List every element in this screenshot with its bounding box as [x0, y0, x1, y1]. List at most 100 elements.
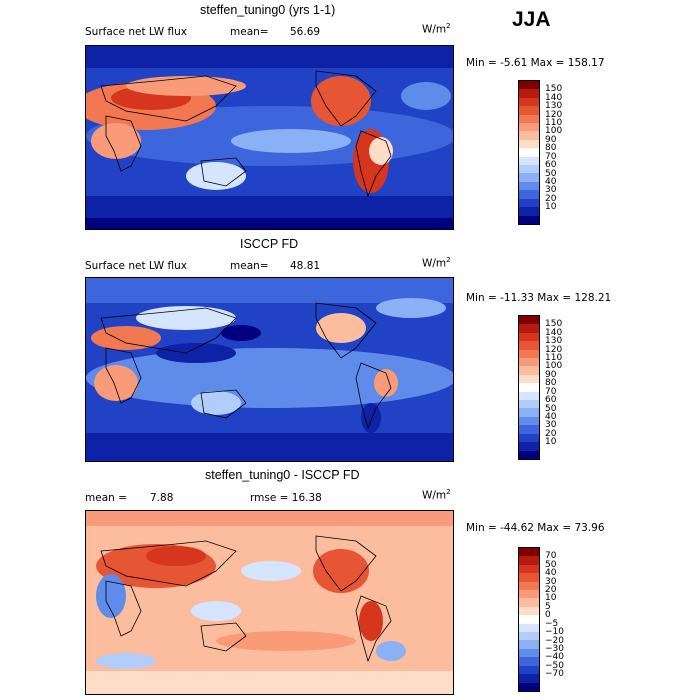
colorbar-swatch: [519, 623, 539, 633]
colorbar-swatch: [519, 165, 539, 174]
colorbar-swatch: [519, 106, 539, 115]
colorbar-swatch: [519, 425, 539, 434]
colorbar-swatch: [519, 358, 539, 367]
colorbar-tick-label: 150: [545, 319, 563, 330]
colorbar-tick-label: 120: [545, 109, 563, 120]
colorbar-swatch: [519, 581, 539, 591]
colorbar-swatch: [519, 156, 539, 166]
panel-3-rmse: rmse = 16.38: [250, 492, 322, 504]
colorbar-tick-label: 20: [545, 428, 557, 439]
colorbar-tick-label: 60: [545, 160, 557, 171]
colorbar-swatch: [519, 433, 539, 443]
colorbar-swatch: [519, 408, 539, 417]
colorbar-tick-label: 40: [545, 568, 557, 579]
colorbar-swatch: [519, 316, 539, 325]
colorbar-tick-label: 120: [545, 344, 563, 355]
panel-2-map: [85, 277, 454, 462]
colorbar-tick-label: 140: [545, 327, 563, 338]
colorbar-swatch: [519, 450, 539, 459]
colorbar-swatch: [519, 416, 539, 426]
panel-2-title: ISCCP FD: [240, 237, 299, 251]
colorbar-swatch: [519, 131, 539, 140]
colorbar-swatch: [519, 573, 539, 582]
colorbar-tick-label: −50: [545, 660, 564, 671]
colorbar-tick-label: 70: [545, 151, 557, 162]
season-label: JJA: [512, 8, 551, 31]
colorbar-swatch: [519, 640, 539, 649]
colorbar-swatch: [519, 682, 539, 691]
colorbar-tick-label: 0: [545, 610, 551, 621]
panel-1-minmax: Min = -5.61 Max = 158.17: [466, 57, 605, 69]
colorbar-swatch: [519, 173, 539, 182]
colorbar-swatch: [519, 374, 539, 384]
colorbar-swatch: [519, 97, 539, 107]
colorbar-tick-label: 80: [545, 378, 557, 389]
panel-1-map: [85, 45, 454, 230]
colorbar-tick-label: 150: [545, 84, 563, 95]
colorbar-tick-label: 70: [545, 551, 557, 562]
colorbar-swatch: [519, 366, 539, 375]
colorbar-swatch: [519, 598, 539, 607]
colorbar-tick-label: 10: [545, 437, 557, 448]
colorbar-tick-label: 50: [545, 559, 557, 570]
colorbar-tick-label: 110: [545, 118, 563, 129]
colorbar-tick-label: −10: [545, 627, 564, 638]
panel-2-mean-label: mean=: [230, 260, 269, 272]
colorbar-tick-label: 10: [545, 202, 557, 213]
colorbar-tick-label: 30: [545, 185, 557, 196]
colorbar-tick-label: 140: [545, 92, 563, 103]
colorbar-swatch: [519, 648, 539, 658]
colorbar-tick-label: 100: [545, 126, 563, 137]
colorbar-swatch: [519, 215, 539, 224]
colorbar-tick-label: 60: [545, 395, 557, 406]
colorbar-tick-label: −40: [545, 652, 564, 663]
panel-3-colorbar: [518, 547, 540, 692]
panel-2-minmax: Min = -11.33 Max = 128.21: [466, 292, 612, 304]
colorbar-tick-label: 10: [545, 593, 557, 604]
colorbar-swatch: [519, 341, 539, 350]
colorbar-swatch: [519, 332, 539, 342]
colorbar-swatch: [519, 207, 539, 216]
colorbar-swatch: [519, 324, 539, 333]
colorbar-swatch: [519, 391, 539, 401]
panel-3-units: W/m2: [422, 488, 451, 502]
panel-1-field-label: Surface net LW flux: [85, 26, 187, 38]
colorbar-swatch: [519, 123, 539, 132]
colorbar-swatch: [519, 674, 539, 683]
panel-2-field-label: Surface net LW flux: [85, 260, 187, 272]
colorbar-tick-label: 90: [545, 369, 557, 380]
panel-1-colorbar: [518, 80, 540, 225]
colorbar-tick-label: −30: [545, 643, 564, 654]
panel-3-map: [85, 510, 454, 695]
colorbar-swatch: [519, 606, 539, 616]
colorbar-swatch: [519, 81, 539, 90]
colorbar-swatch: [519, 114, 539, 124]
colorbar-tick-label: 30: [545, 576, 557, 587]
panel-1-units: W/m2: [422, 22, 451, 36]
panel-3-mean-value: 7.88: [150, 492, 174, 504]
colorbar-swatch: [519, 657, 539, 666]
panel-1-mean-value: 56.69: [290, 26, 321, 38]
colorbar-swatch: [519, 548, 539, 557]
colorbar-tick-label: 70: [545, 386, 557, 397]
colorbar-tick-label: −70: [545, 669, 564, 680]
panel-1-title: steffen_tuning0 (yrs 1-1): [200, 3, 336, 17]
colorbar-tick-label: 80: [545, 143, 557, 154]
panel-3-minmax: Min = -44.62 Max = 73.96: [466, 522, 605, 534]
colorbar-swatch: [519, 590, 539, 599]
colorbar-tick-label: 30: [545, 420, 557, 431]
panel-2-units: W/m2: [422, 256, 451, 270]
colorbar-tick-label: 130: [545, 336, 563, 347]
colorbar-tick-label: 20: [545, 585, 557, 596]
colorbar-tick-label: 90: [545, 134, 557, 145]
panel-2-mean-value: 48.81: [290, 260, 321, 272]
colorbar-tick-label: −5: [545, 618, 559, 629]
colorbar-tick-label: 100: [545, 361, 563, 372]
colorbar-swatch: [519, 556, 539, 565]
panel-3-title: steffen_tuning0 - ISCCP FD: [205, 468, 360, 482]
colorbar-swatch: [519, 89, 539, 98]
colorbar-tick-label: 50: [545, 403, 557, 414]
colorbar-swatch: [519, 665, 539, 675]
colorbar-swatch: [519, 181, 539, 191]
colorbar-swatch: [519, 615, 539, 624]
